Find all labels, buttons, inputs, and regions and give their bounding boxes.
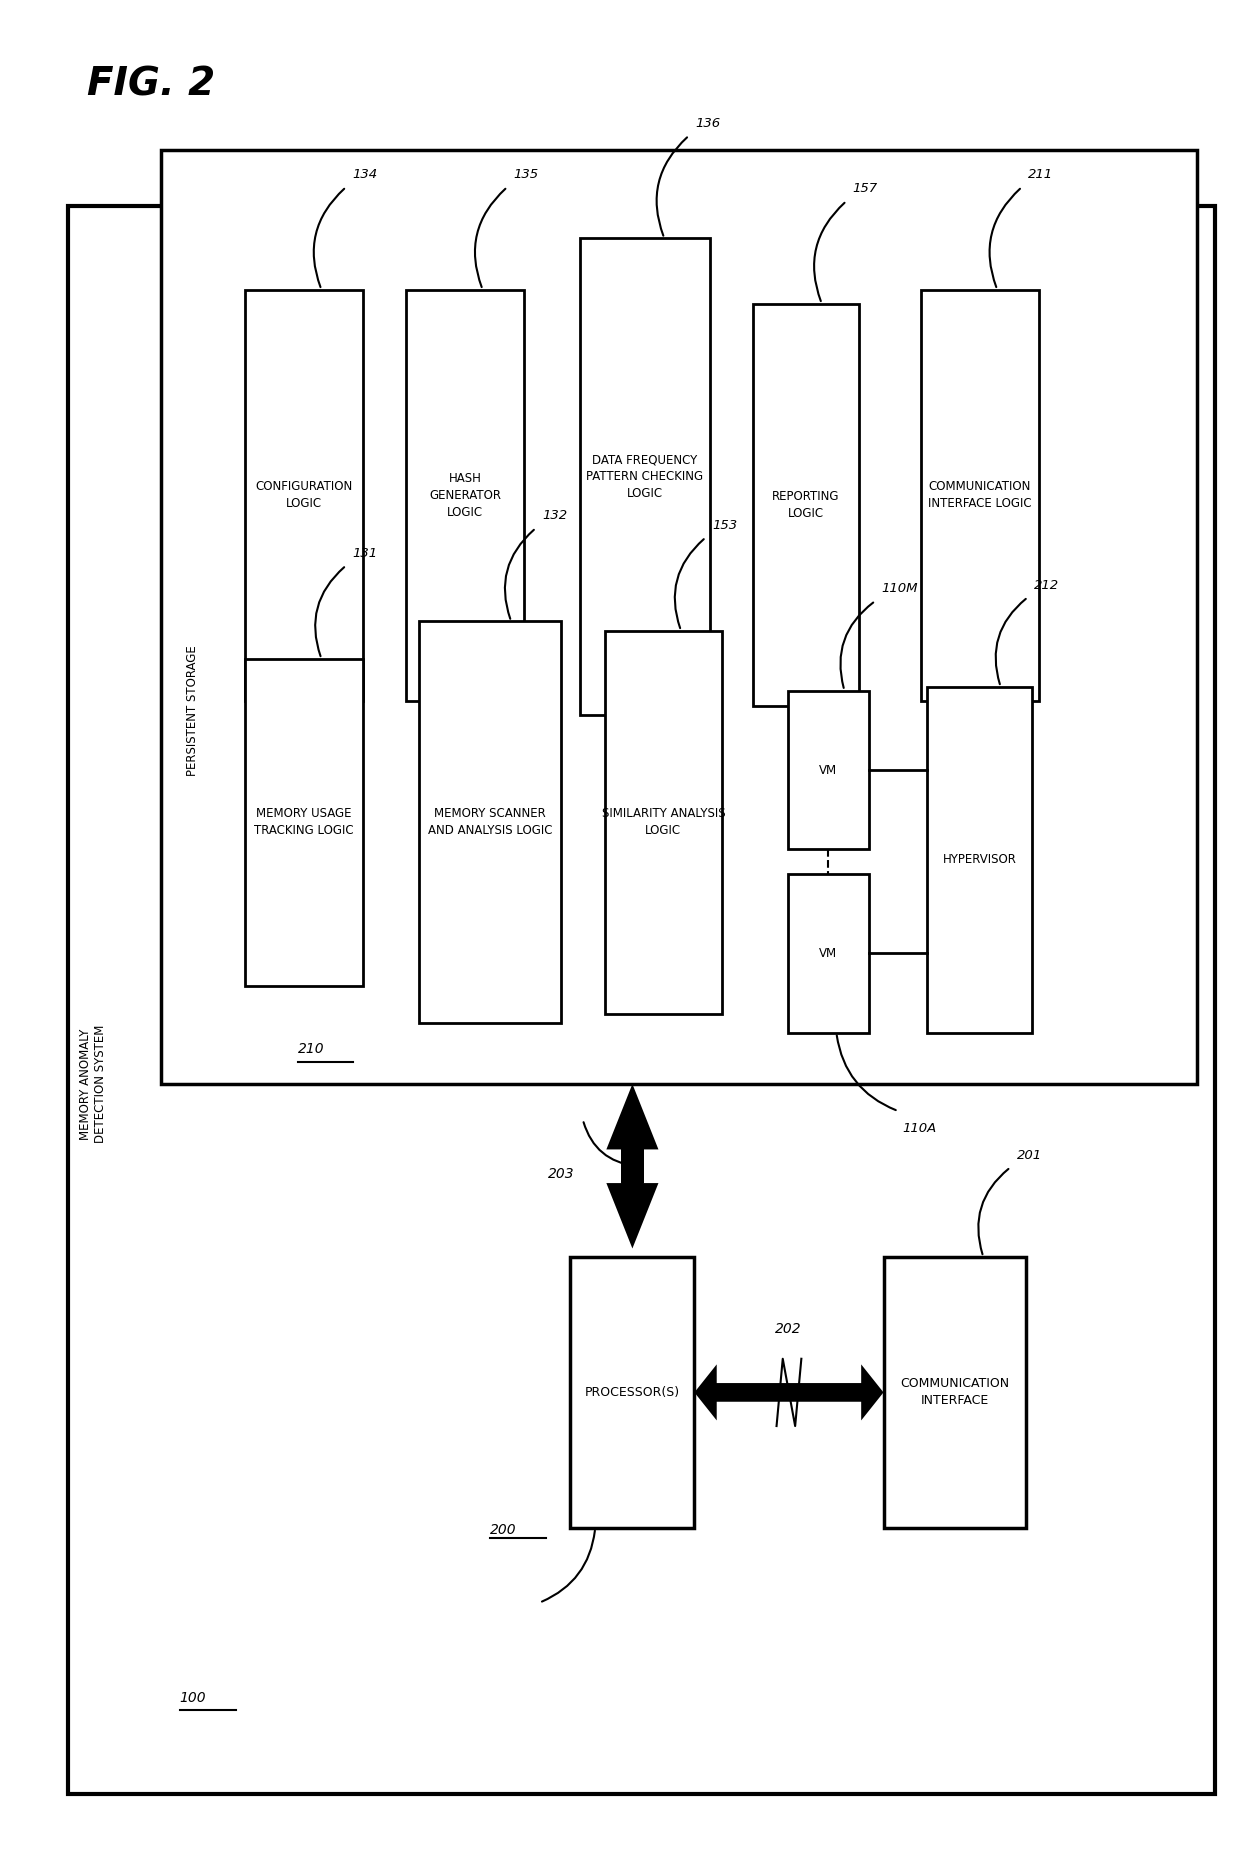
Text: 132: 132 [542,510,568,521]
Bar [883,1256,1025,1529]
Bar [789,692,869,849]
Text: MEMORY SCANNER
AND ANALYSIS LOGIC: MEMORY SCANNER AND ANALYSIS LOGIC [428,807,552,837]
Bar [920,290,1039,701]
Bar [570,1256,694,1529]
Text: 210: 210 [298,1043,324,1056]
Text: 157: 157 [853,183,878,194]
Text: 135: 135 [513,168,539,181]
Bar [928,686,1032,1032]
Text: CONFIGURATION
LOGIC: CONFIGURATION LOGIC [255,480,352,510]
Text: REPORTING
LOGIC: REPORTING LOGIC [773,490,839,520]
Bar [754,305,858,706]
Text: 131: 131 [352,548,378,559]
Bar [246,660,362,987]
Bar [605,632,722,1013]
Text: SIMILARITY ANALYSIS
LOGIC: SIMILARITY ANALYSIS LOGIC [601,807,725,837]
Polygon shape [606,1157,658,1248]
Text: HYPERVISOR: HYPERVISOR [942,854,1017,865]
Text: 110A: 110A [903,1121,936,1134]
Text: 136: 136 [696,118,720,131]
Text: PERSISTENT STORAGE: PERSISTENT STORAGE [186,645,198,776]
Text: DATA FREQUENCY
PATTERN CHECKING
LOGIC: DATA FREQUENCY PATTERN CHECKING LOGIC [587,452,703,501]
Bar [161,150,1197,1084]
Text: VM: VM [820,948,837,959]
Text: 200: 200 [490,1523,516,1536]
Text: MEMORY ANOMALY
DETECTION SYSTEM: MEMORY ANOMALY DETECTION SYSTEM [79,1024,107,1144]
Text: FIG. 2: FIG. 2 [87,65,215,103]
Bar [407,290,523,701]
Text: 203: 203 [548,1168,574,1181]
Polygon shape [606,1084,658,1176]
Text: 211: 211 [1028,168,1054,181]
Text: HASH
GENERATOR
LOGIC: HASH GENERATOR LOGIC [429,471,501,520]
Text: 201: 201 [1017,1149,1042,1161]
Text: VM: VM [820,764,837,776]
Bar [580,239,711,716]
Text: 202: 202 [775,1323,801,1336]
Text: 100: 100 [180,1691,206,1705]
Text: PROCESSOR(S): PROCESSOR(S) [585,1387,680,1398]
Bar [246,290,362,701]
Text: 153: 153 [712,520,738,531]
Text: COMMUNICATION
INTERFACE: COMMUNICATION INTERFACE [900,1377,1009,1407]
Text: 212: 212 [1034,579,1059,591]
Text: 134: 134 [352,168,378,181]
Polygon shape [621,1149,644,1183]
Text: COMMUNICATION
INTERFACE LOGIC: COMMUNICATION INTERFACE LOGIC [928,480,1032,510]
Bar [419,621,560,1024]
Bar [789,875,869,1032]
Bar [68,206,1215,1794]
Text: MEMORY USAGE
TRACKING LOGIC: MEMORY USAGE TRACKING LOGIC [254,807,353,837]
Text: 110M: 110M [882,583,918,594]
Polygon shape [694,1364,883,1420]
